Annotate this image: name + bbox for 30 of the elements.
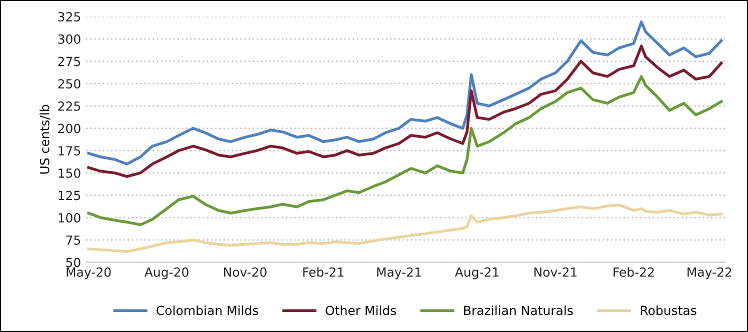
x-tick-label: May-20 bbox=[66, 267, 111, 280]
x-tick-label: May-21 bbox=[377, 267, 421, 280]
y-tick-label: 75 bbox=[66, 236, 80, 245]
x-tick-label: Feb-22 bbox=[614, 267, 654, 277]
x-tick-label: May-22 bbox=[688, 267, 732, 280]
x-tick-label: Feb-21 bbox=[303, 267, 344, 277]
y-tick-label: 250 bbox=[58, 79, 80, 89]
legend-label: Other Milds bbox=[326, 305, 396, 316]
line-series bbox=[87, 20, 723, 166]
legend-label: Colombian Milds bbox=[156, 305, 258, 316]
x-tick-label: Nov-20 bbox=[224, 267, 266, 277]
line-series bbox=[87, 44, 723, 178]
line-series bbox=[87, 204, 723, 253]
y-tick-label: 125 bbox=[58, 190, 80, 200]
y-tick-label: 50 bbox=[66, 258, 80, 268]
y-tick-label: 200 bbox=[58, 124, 80, 134]
y-tick-label: 325 bbox=[58, 12, 80, 22]
legend-label: Brazilian Naturals bbox=[464, 305, 573, 316]
x-tick-label: Aug-20 bbox=[144, 267, 188, 280]
y-tick-label: 275 bbox=[58, 56, 80, 66]
y-tick-label: 225 bbox=[58, 101, 80, 111]
legend-label: Robustas bbox=[640, 305, 696, 316]
y-tick-label: 300 bbox=[58, 34, 80, 44]
y-tick-label: 100 bbox=[58, 213, 80, 223]
y-axis-title: US cents/lb bbox=[40, 104, 50, 174]
y-tick-label: 150 bbox=[58, 168, 80, 178]
y-tick-label: 175 bbox=[58, 146, 80, 156]
x-tick-label: Nov-21 bbox=[534, 267, 577, 277]
line-series bbox=[87, 75, 723, 226]
x-tick-label: Aug-21 bbox=[454, 267, 498, 280]
